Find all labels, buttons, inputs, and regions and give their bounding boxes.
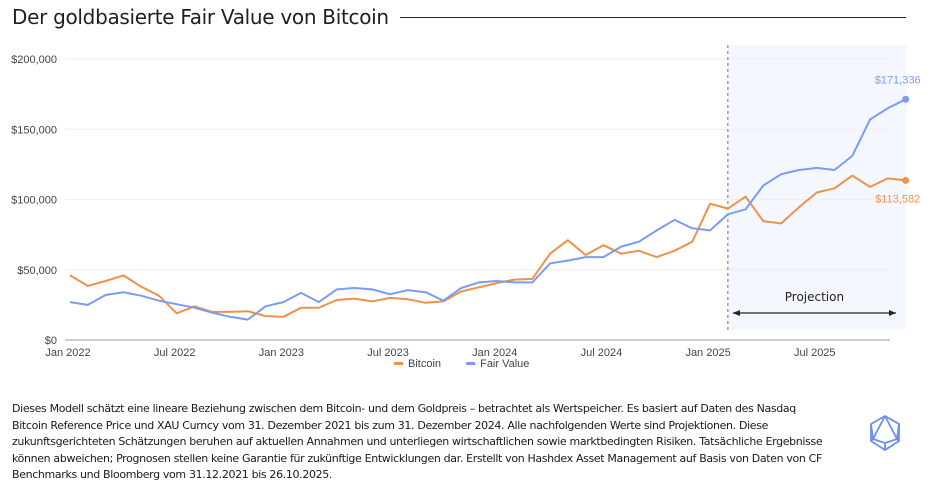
- projection-label: Projection: [785, 290, 844, 304]
- x-tick-label: Jul 2025: [794, 347, 836, 359]
- legend-swatch: [466, 362, 476, 365]
- annotation-label: $171,336: [875, 74, 921, 86]
- y-tick-label: $200,000: [11, 54, 57, 66]
- line-chart: $0 $50,000 $100,000 $150,000 $200,000 Jan 20…: [11, 45, 921, 370]
- hashdex-polyhedron-icon: [870, 415, 900, 451]
- endpoint-bitcoin: [902, 176, 910, 184]
- legend-label: Fair Value: [480, 358, 529, 370]
- footnote: Dieses Modell schätzt eine lineare Bezie…: [12, 402, 823, 481]
- legend-swatch: [394, 362, 403, 365]
- y-tick-label: $50,000: [17, 265, 57, 277]
- series-lines: [69, 98, 907, 321]
- projection-arrow: [732, 310, 896, 316]
- legend: Bitcoin Fair Value: [394, 358, 529, 370]
- y-tick-label: $100,000: [11, 195, 57, 207]
- endpoint-fair-value: [902, 95, 910, 103]
- x-tick-label: Jan 2023: [259, 347, 304, 359]
- chart-title: Der goldbasierte Fair Value von Bitcoin: [12, 5, 389, 29]
- x-tick-label: Jul 2022: [154, 347, 196, 359]
- y-axis-ticks: $0 $50,000 $100,000 $150,000 $200,000: [11, 54, 57, 347]
- x-tick-label: Jan 2025: [685, 347, 730, 359]
- y-tick-label: $0: [45, 335, 57, 347]
- arrow-left-icon: [732, 310, 740, 316]
- x-axis-ticks: Jan 2022 Jul 2022 Jan 2023 Jul 2023 Jan 2024…: [45, 347, 835, 359]
- y-tick-label: $150,000: [11, 124, 57, 136]
- series-endpoints: [902, 95, 910, 184]
- x-tick-label: Jan 2024: [472, 347, 517, 359]
- series-line-fair-value: [69, 98, 907, 321]
- projection-region: [727, 45, 906, 330]
- x-tick-label: Jul 2024: [581, 347, 623, 359]
- annotation-label: $113,582: [875, 193, 920, 205]
- title-divider: [400, 17, 906, 18]
- x-tick-label: Jan 2022: [45, 347, 90, 359]
- x-tick-label: Jul 2023: [367, 347, 409, 359]
- legend-label: Bitcoin: [408, 358, 441, 370]
- annotations: $171,336 $113,582: [875, 74, 921, 205]
- arrow-right-icon: [889, 310, 896, 316]
